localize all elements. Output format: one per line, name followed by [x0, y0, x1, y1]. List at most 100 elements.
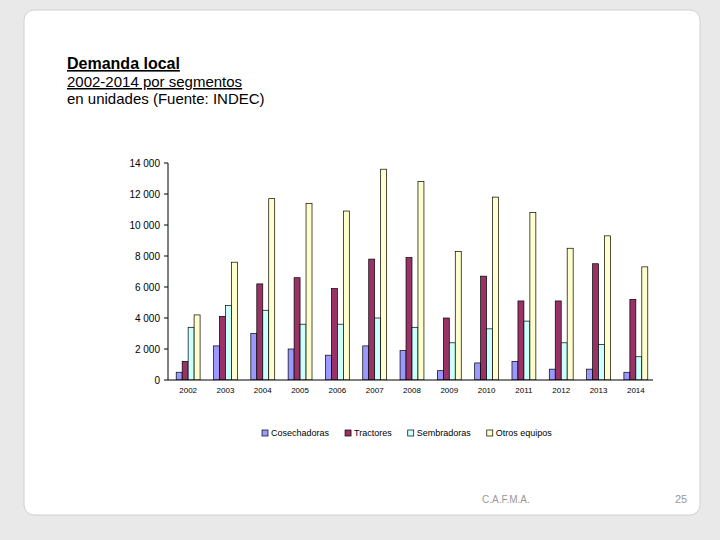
category-label: 2004 [254, 386, 272, 395]
tick [164, 225, 168, 226]
bar [481, 276, 487, 380]
category-label: 2013 [590, 386, 608, 395]
legend-swatch [487, 430, 493, 436]
bar [587, 369, 593, 380]
legend-swatch [408, 430, 414, 436]
category-label: 2007 [366, 386, 384, 395]
bar [443, 318, 449, 380]
annotation: 25 [675, 493, 687, 505]
bar [530, 213, 536, 380]
bar [561, 343, 567, 380]
bar [381, 169, 387, 380]
category-label: 2006 [328, 386, 346, 395]
bar [231, 262, 237, 380]
bar [331, 289, 337, 380]
bar [549, 369, 555, 380]
bar [406, 258, 412, 380]
tick-label: 6 000 [135, 282, 160, 293]
bar [219, 316, 225, 380]
bar [512, 361, 518, 380]
legend-label: Otros equipos [496, 428, 553, 438]
bar [263, 310, 269, 380]
tick-label: 0 [154, 375, 160, 386]
legend: Cosechadoras Tractores Sembradoras Otros eq… [262, 428, 552, 438]
category-label: 2011 [515, 386, 533, 395]
bar [524, 321, 530, 380]
bar [369, 259, 375, 380]
bar [363, 346, 369, 380]
bar [487, 329, 493, 380]
bar [567, 248, 573, 380]
bar [257, 284, 263, 380]
bar [325, 355, 331, 380]
bar [176, 372, 182, 380]
annotation: en unidades (Fuente: INDEC) [67, 90, 265, 107]
tick-label: 8 000 [135, 251, 160, 262]
tick [164, 380, 168, 381]
bar [337, 324, 343, 380]
category-label: 2002 [179, 386, 197, 395]
tick-label: 2 000 [135, 344, 160, 355]
bar [182, 361, 188, 380]
tick-label: 4 000 [135, 313, 160, 324]
bar [642, 267, 648, 380]
bar [437, 371, 443, 380]
bar [194, 315, 200, 380]
y-axis [168, 163, 169, 380]
bar [605, 236, 611, 380]
bar [455, 251, 461, 380]
bar [294, 278, 300, 380]
legend-label: Sembradoras [417, 428, 472, 438]
bar [518, 301, 524, 380]
bar [599, 344, 605, 380]
bar [375, 318, 381, 380]
legend-swatch [262, 430, 268, 436]
bar [269, 199, 275, 380]
legend-label: Tractores [354, 428, 392, 438]
bar [475, 363, 481, 380]
bar [300, 324, 306, 380]
bars [176, 169, 648, 380]
tick [164, 318, 168, 319]
bar [288, 349, 294, 380]
slide [24, 10, 700, 515]
tick-label: 12 000 [129, 189, 160, 200]
bar [188, 327, 194, 380]
tick [164, 256, 168, 257]
tick-label: 14 000 [129, 158, 160, 169]
tick [164, 194, 168, 195]
bar [400, 351, 406, 380]
category-label: 2005 [291, 386, 309, 395]
bar [593, 264, 599, 380]
annotation: C.A.F.M.A. [482, 494, 530, 505]
bar [418, 182, 424, 380]
bar [251, 334, 257, 381]
category-label: 2009 [440, 386, 458, 395]
bar [555, 301, 561, 380]
bar [306, 203, 312, 380]
bar [449, 343, 455, 380]
bar [214, 346, 220, 380]
category-label: 2008 [403, 386, 421, 395]
category-label: 2012 [552, 386, 570, 395]
category-label: 2014 [627, 386, 645, 395]
bar [343, 211, 349, 380]
category-label: 2003 [217, 386, 235, 395]
tick-label: 10 000 [129, 220, 160, 231]
title: Demanda local [67, 55, 180, 72]
chart: Demanda local2002-2014 por segmentosen u… [0, 0, 720, 540]
legend-swatch [345, 430, 351, 436]
x-axis [168, 380, 653, 381]
bar [493, 197, 499, 380]
bar [225, 306, 231, 380]
bar [636, 357, 642, 380]
tick [164, 163, 168, 164]
subtitle: 2002-2014 por segmentos [67, 73, 242, 90]
bar [412, 327, 418, 380]
tick [164, 287, 168, 288]
tick [164, 349, 168, 350]
legend-label: Cosechadoras [271, 428, 330, 438]
bar [624, 372, 630, 380]
category-label: 2010 [478, 386, 496, 395]
bar [630, 299, 636, 380]
